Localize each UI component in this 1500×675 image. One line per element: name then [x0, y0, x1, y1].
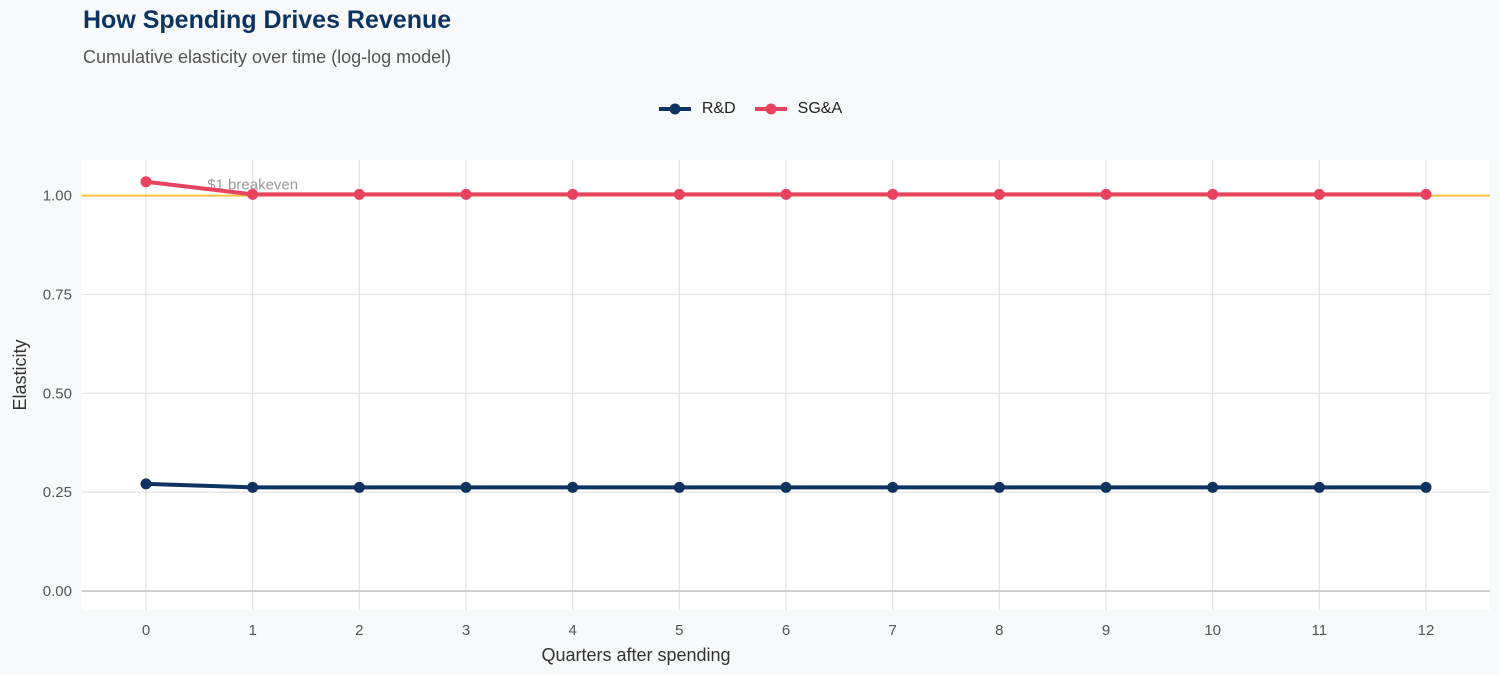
data-point [1100, 188, 1112, 200]
data-point [247, 188, 259, 200]
x-tick-label: 10 [1204, 622, 1221, 639]
data-point [1207, 188, 1219, 200]
data-point [353, 481, 365, 493]
x-tick-label: 8 [995, 622, 1003, 639]
data-point [1100, 481, 1112, 493]
data-point [1420, 481, 1432, 493]
data-point [140, 478, 152, 490]
legend-label: R&D [701, 100, 736, 117]
data-point [567, 188, 579, 200]
data-point [247, 481, 259, 493]
data-point [460, 188, 472, 200]
data-point [673, 188, 685, 200]
legend-item: R&D [658, 100, 736, 118]
x-tick-label: 2 [355, 622, 363, 639]
legend-item: SG&A [754, 100, 842, 118]
data-point [353, 188, 365, 200]
x-tick-label: 11 [1312, 622, 1328, 639]
y-tick-label: 0.75 [43, 286, 72, 303]
x-tick-label: 9 [1102, 622, 1110, 639]
x-axis-label: Quarters after spending [541, 645, 730, 665]
data-point [887, 188, 899, 200]
chart-subtitle: Cumulative elasticity over time (log-log… [83, 47, 452, 67]
y-axis-label: Elasticity [10, 339, 30, 410]
legend: R&D SG&A [0, 100, 1500, 118]
data-point [993, 481, 1005, 493]
x-tick-label: 1 [248, 622, 256, 639]
data-point [1207, 481, 1219, 493]
y-tick-label: 0.25 [43, 484, 72, 501]
y-tick-label: 0.50 [43, 385, 72, 402]
data-point [460, 481, 472, 493]
data-point [1313, 188, 1325, 200]
x-tick-label: 7 [888, 622, 896, 639]
y-tick-label: 1.00 [43, 188, 72, 205]
data-point [780, 481, 792, 493]
data-point [780, 188, 792, 200]
legend-key-icon [658, 103, 691, 115]
x-tick-label: 3 [462, 622, 470, 639]
x-tick-label: 12 [1418, 622, 1435, 639]
data-point [993, 188, 1005, 200]
x-tick-label: 4 [568, 622, 576, 639]
data-point [567, 481, 579, 493]
chart-title: How Spending Drives Revenue [83, 6, 452, 34]
breakeven-label: $1 breakeven [207, 177, 298, 194]
data-point [673, 481, 685, 493]
x-tick-label: 6 [782, 622, 790, 639]
data-point [1420, 188, 1432, 200]
x-tick-label: 5 [675, 622, 683, 639]
data-point [1313, 481, 1325, 493]
legend-key-icon [754, 103, 787, 115]
data-point [140, 176, 152, 188]
legend-label: SG&A [797, 100, 843, 117]
x-tick-label: 0 [142, 622, 150, 639]
data-point [887, 481, 899, 493]
y-tick-label: 0.00 [43, 583, 72, 600]
